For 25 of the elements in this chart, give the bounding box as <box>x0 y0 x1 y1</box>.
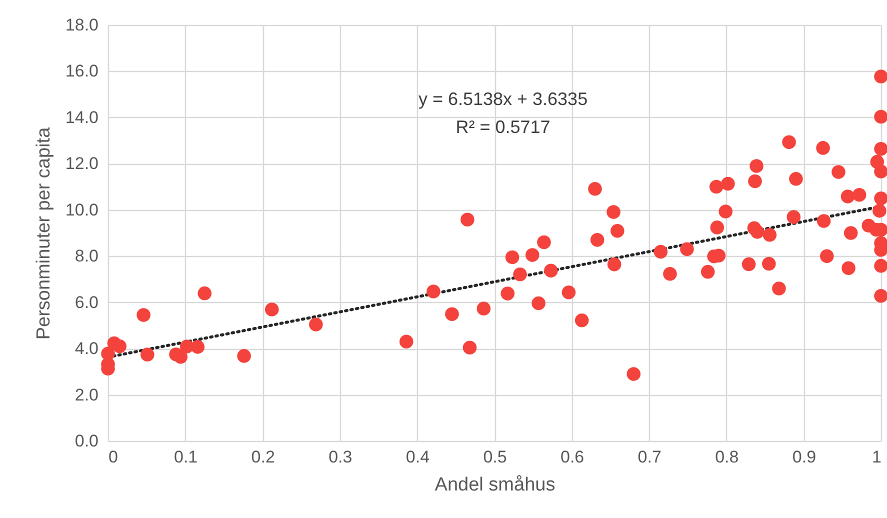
x-tick-label: 0.9 <box>792 448 816 466</box>
y-tick-label: 6.0 <box>74 292 98 312</box>
y-tick-label: 2.0 <box>74 385 98 404</box>
x-axis-title: Andel småhus <box>434 474 556 496</box>
y-axis-title: Personminuter per capita <box>33 126 54 340</box>
y-tick-label: 0.0 <box>74 432 98 450</box>
x-tick-label: 0 <box>108 448 118 466</box>
annotation: R² = 0.5717 <box>456 117 550 137</box>
annotation: y = 6.5138x + 3.6335 <box>418 89 588 109</box>
x-tick-label: 0.2 <box>251 448 275 466</box>
x-tick-label: 0.3 <box>328 448 352 466</box>
y-tick-label: 4.0 <box>74 339 98 358</box>
x-tick-label: 0.1 <box>174 448 198 466</box>
y-tick-label: 16.0 <box>65 62 98 81</box>
x-tick-label: 1 <box>872 448 882 466</box>
x-tick-label: 0.5 <box>483 448 507 466</box>
y-tick-label: 14.0 <box>65 108 98 127</box>
y-tick-label: 12.0 <box>65 154 98 174</box>
x-tick-label: 0.4 <box>406 448 430 466</box>
y-tick-label: 18.0 <box>65 16 98 34</box>
x-tick-label: 0.7 <box>638 448 662 466</box>
x-tick-label: 0.8 <box>715 448 739 466</box>
y-tick-label: 10.0 <box>65 200 98 220</box>
y-tick-label: 8.0 <box>74 246 98 266</box>
x-tick-label: 0.6 <box>560 448 584 466</box>
